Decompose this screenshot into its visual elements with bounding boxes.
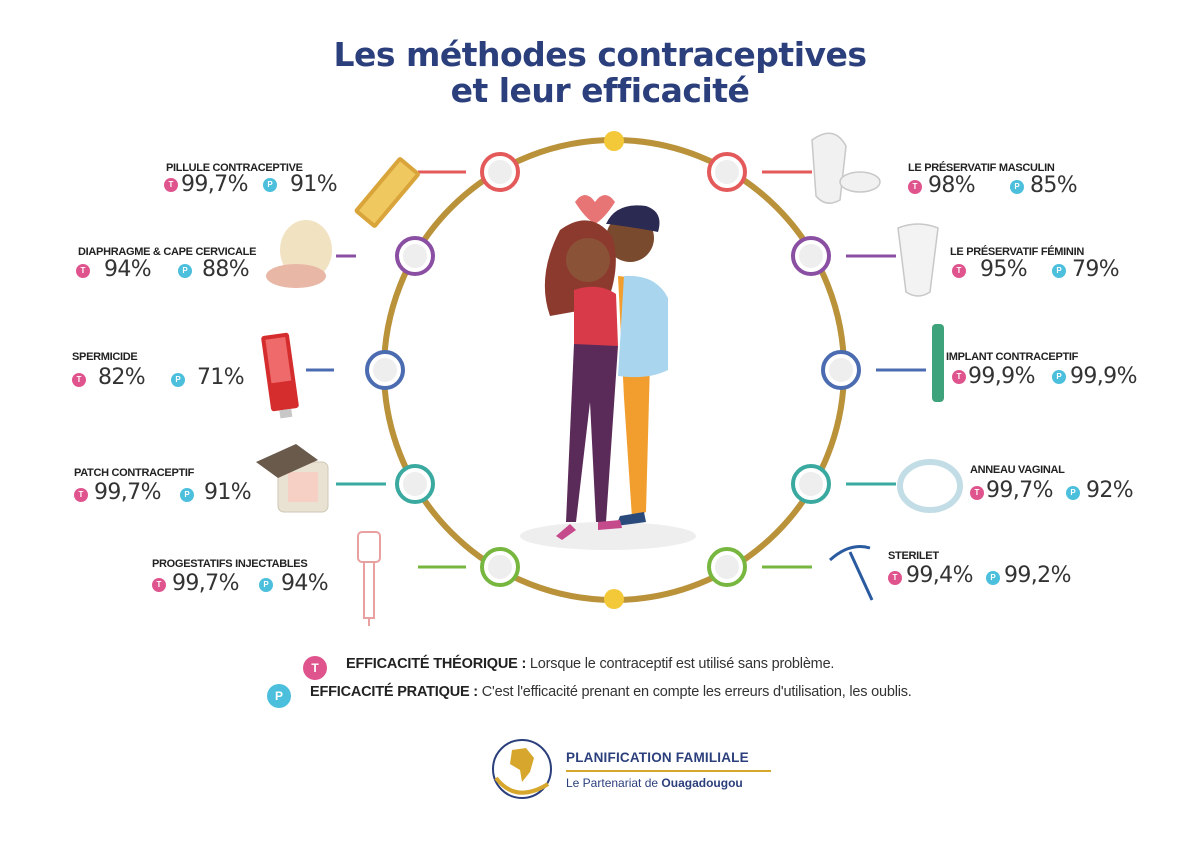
practical-value: 99,9% [1070, 364, 1137, 389]
practical-value: 91% [290, 172, 338, 197]
method-name: SPERMICIDE [72, 351, 138, 363]
practical-badge: P [1010, 180, 1024, 194]
theoretical-badge: T [76, 264, 90, 278]
connector-lines [306, 170, 926, 569]
logo-subtitle-prefix: Le Partenariat de [566, 776, 659, 790]
couple-illustration [520, 195, 696, 550]
logo: PLANIFICATION FAMILIALE Le Partenariat d… [486, 738, 786, 800]
theoretical-value: 99,7% [172, 571, 239, 596]
method-name: PROGESTATIFS INJECTABLES [152, 558, 308, 570]
practical-value: 92% [1086, 478, 1134, 503]
method-name: PATCH CONTRACEPTIF [74, 467, 195, 479]
practical-value: 71% [197, 365, 245, 390]
theoretical-badge: T [952, 264, 966, 278]
diaphragm-icon [266, 220, 332, 288]
method-name: DIAPHRAGME & CAPE CERVICALE [78, 246, 257, 258]
practical-legend-badge: P [267, 684, 291, 708]
spermicide-tube-icon [261, 332, 299, 419]
method-name: ANNEAU VAGINAL [970, 464, 1065, 476]
theoretical-value: 99,7% [94, 480, 161, 505]
theoretical-legend-text: Lorsque le contraceptif est utilisé sans… [529, 656, 835, 672]
logo-subtitle: Le Partenariat de Ouagadougou [566, 776, 743, 790]
theoretical-legend-label: EFFICACITÉ THÉORIQUE : [346, 656, 527, 672]
theoretical-legend-badge: T [303, 656, 327, 680]
practical-value: 79% [1072, 257, 1120, 282]
practical-value: 88% [202, 257, 250, 282]
method-node-center [799, 244, 823, 268]
practical-value: 91% [204, 480, 252, 505]
practical-badge: P [1052, 264, 1066, 278]
method-name: STERILET [888, 550, 939, 562]
theoretical-value: 99,4% [906, 563, 973, 588]
method-name: IMPLANT CONTRACEPTIF [946, 351, 1079, 363]
theoretical-badge: T [908, 180, 922, 194]
heart-icon [575, 195, 615, 224]
theoretical-badge: T [74, 488, 88, 502]
practical-badge: P [1066, 486, 1080, 500]
method-name: LE PRÉSERVATIF FÉMININ [950, 246, 1084, 258]
theoretical-value: 99,7% [181, 172, 248, 197]
method-node-center [373, 358, 397, 382]
theoretical-value: 99,7% [986, 478, 1053, 503]
pill-pack-icon [354, 157, 420, 228]
method-node-center [488, 555, 512, 579]
theoretical-badge: T [970, 486, 984, 500]
implant-rod-icon [932, 324, 944, 402]
male-condom-icon [811, 132, 881, 204]
method-node-center [715, 555, 739, 579]
title-line-1: Les méthodes contraceptives [333, 35, 867, 74]
patch-icon [256, 444, 329, 513]
theoretical-value: 82% [98, 365, 146, 390]
theoretical-badge: T [72, 373, 86, 387]
method-node-center [403, 244, 427, 268]
ring-top-dot [604, 131, 624, 151]
theoretical-value: 98% [928, 173, 976, 198]
theoretical-value: 99,9% [968, 364, 1035, 389]
practical-badge: P [180, 488, 194, 502]
theoretical-badge: T [152, 578, 166, 592]
practical-legend-label: EFFICACITÉ PRATIQUE : [310, 684, 478, 700]
female-condom-icon [897, 223, 939, 297]
practical-badge: P [259, 578, 273, 592]
theoretical-value: 95% [980, 257, 1028, 282]
method-node-center [488, 160, 512, 184]
practical-legend-text: C'est l'efficacité prenant en compte les… [481, 684, 912, 700]
syringe-icon [357, 531, 381, 626]
vaginal-ring-icon [897, 459, 963, 513]
method-node-center [799, 472, 823, 496]
practical-badge: P [178, 264, 192, 278]
theoretical-badge: T [952, 370, 966, 384]
practical-value: 94% [281, 571, 329, 596]
practical-badge: P [986, 571, 1000, 585]
theoretical-legend: EFFICACITÉ THÉORIQUE : Lorsque le contra… [346, 656, 834, 672]
method-node-center [403, 472, 427, 496]
practical-badge: P [171, 373, 185, 387]
method-node-center [715, 160, 739, 184]
iud-icon [828, 545, 874, 601]
africa-globe-icon [492, 739, 552, 799]
ring-bottom-dot [604, 589, 624, 609]
method-node-center [829, 358, 853, 382]
theoretical-value: 94% [104, 257, 152, 282]
practical-legend: EFFICACITÉ PRATIQUE : C'est l'efficacité… [310, 684, 912, 700]
practical-badge: P [1052, 370, 1066, 384]
logo-title: PLANIFICATION FAMILIALE [566, 750, 749, 765]
method-name: LE PRÉSERVATIF MASCULIN [908, 162, 1055, 174]
title-line-2: et leur efficacité [450, 71, 750, 110]
logo-subtitle-bold: Ouagadougou [661, 776, 743, 790]
method-name: PILLULE CONTRACEPTIVE [166, 162, 303, 174]
logo-divider [566, 770, 771, 772]
theoretical-badge: T [164, 178, 178, 192]
theoretical-badge: T [888, 571, 902, 585]
practical-value: 99,2% [1004, 563, 1071, 588]
practical-value: 85% [1030, 173, 1078, 198]
practical-badge: P [263, 178, 277, 192]
